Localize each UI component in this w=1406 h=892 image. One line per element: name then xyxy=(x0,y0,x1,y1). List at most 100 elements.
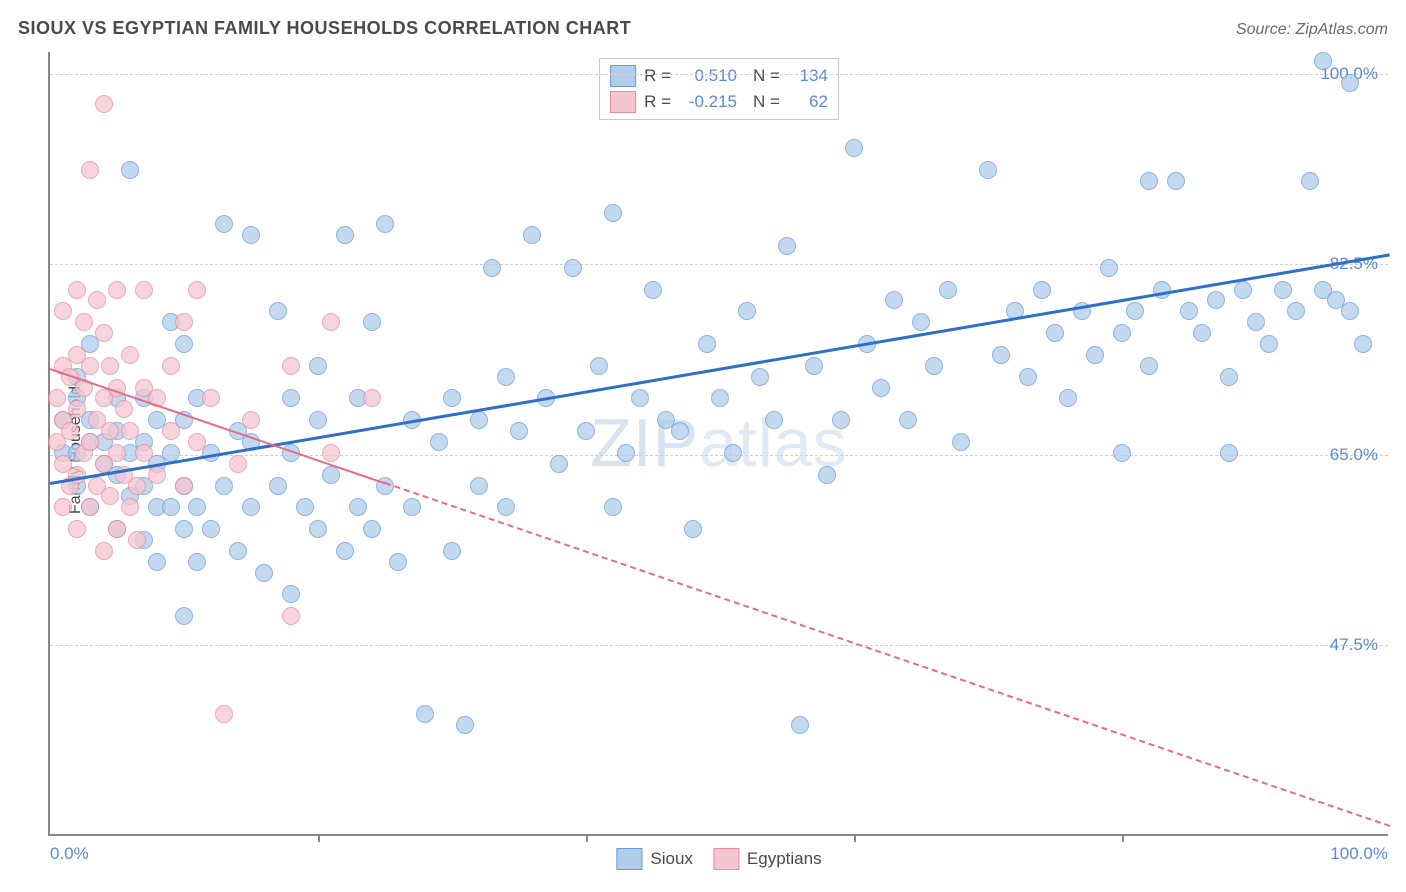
stat-n-value: 62 xyxy=(788,92,828,112)
legend-label: Egyptians xyxy=(747,849,822,869)
data-point xyxy=(175,607,193,625)
data-point xyxy=(202,520,220,538)
data-point xyxy=(1341,302,1359,320)
data-point xyxy=(403,498,421,516)
data-point xyxy=(550,455,568,473)
data-point xyxy=(872,379,890,397)
data-point xyxy=(242,411,260,429)
data-point xyxy=(1260,335,1278,353)
stat-r-value: 0.510 xyxy=(679,66,737,86)
data-point xyxy=(81,498,99,516)
data-point xyxy=(363,520,381,538)
data-point xyxy=(115,400,133,418)
gridline xyxy=(50,645,1388,646)
data-point xyxy=(175,335,193,353)
data-point xyxy=(1059,389,1077,407)
data-point xyxy=(229,542,247,560)
stats-legend: R =0.510N =134R =-0.215N =62 xyxy=(599,58,839,120)
data-point xyxy=(470,411,488,429)
data-point xyxy=(54,498,72,516)
chart-source: Source: ZipAtlas.com xyxy=(1236,21,1388,39)
data-point xyxy=(671,422,689,440)
data-point xyxy=(215,477,233,495)
data-point xyxy=(456,716,474,734)
data-point xyxy=(1033,281,1051,299)
chart-header: SIOUX VS EGYPTIAN FAMILY HOUSEHOLDS CORR… xyxy=(18,18,1388,39)
data-point xyxy=(724,444,742,462)
data-point xyxy=(791,716,809,734)
data-point xyxy=(604,204,622,222)
data-point xyxy=(952,433,970,451)
data-point xyxy=(979,161,997,179)
data-point xyxy=(765,411,783,429)
data-point xyxy=(885,291,903,309)
data-point xyxy=(101,487,119,505)
data-point xyxy=(148,553,166,571)
legend-swatch xyxy=(616,848,642,870)
data-point xyxy=(1341,74,1359,92)
data-point xyxy=(121,161,139,179)
data-point xyxy=(242,226,260,244)
data-point xyxy=(215,215,233,233)
legend-swatch xyxy=(610,65,636,87)
data-point xyxy=(188,433,206,451)
data-point xyxy=(101,422,119,440)
bottom-legend: Sioux Egyptians xyxy=(616,848,821,870)
data-point xyxy=(644,281,662,299)
data-point xyxy=(81,161,99,179)
data-point xyxy=(95,542,113,560)
stat-r-label: R = xyxy=(644,92,671,112)
data-point xyxy=(925,357,943,375)
data-point xyxy=(1247,313,1265,331)
data-point xyxy=(1301,172,1319,190)
data-point xyxy=(363,389,381,407)
data-point xyxy=(95,95,113,113)
data-point xyxy=(188,498,206,516)
data-point xyxy=(805,357,823,375)
data-point xyxy=(430,433,448,451)
stat-r-value: -0.215 xyxy=(679,92,737,112)
y-tick-label: 47.5% xyxy=(1330,635,1378,655)
data-point xyxy=(121,498,139,516)
data-point xyxy=(282,585,300,603)
data-point xyxy=(1354,335,1372,353)
data-point xyxy=(751,368,769,386)
data-point xyxy=(590,357,608,375)
data-point xyxy=(296,498,314,516)
data-point xyxy=(269,477,287,495)
data-point xyxy=(497,498,515,516)
trend-line xyxy=(50,253,1390,485)
legend-label: Sioux xyxy=(650,849,693,869)
y-tick-label: 65.0% xyxy=(1330,445,1378,465)
data-point xyxy=(389,553,407,571)
x-tick xyxy=(1122,834,1124,842)
data-point xyxy=(1140,172,1158,190)
data-point xyxy=(95,324,113,342)
data-point xyxy=(108,444,126,462)
stats-legend-row: R =-0.215N =62 xyxy=(610,89,828,115)
data-point xyxy=(470,477,488,495)
data-point xyxy=(832,411,850,429)
data-point xyxy=(845,139,863,157)
data-point xyxy=(148,466,166,484)
data-point xyxy=(162,422,180,440)
data-point xyxy=(81,357,99,375)
data-point xyxy=(1113,444,1131,462)
data-point xyxy=(738,302,756,320)
data-point xyxy=(322,313,340,331)
x-tick xyxy=(854,834,856,842)
x-axis-min-label: 0.0% xyxy=(50,844,89,864)
data-point xyxy=(363,313,381,331)
gridline xyxy=(50,264,1388,265)
data-point xyxy=(202,389,220,407)
data-point xyxy=(1207,291,1225,309)
chart-title: SIOUX VS EGYPTIAN FAMILY HOUSEHOLDS CORR… xyxy=(18,18,631,39)
data-point xyxy=(54,302,72,320)
data-point xyxy=(255,564,273,582)
data-point xyxy=(1019,368,1037,386)
data-point xyxy=(108,520,126,538)
data-point xyxy=(577,422,595,440)
data-point xyxy=(242,498,260,516)
watermark: ZIPatlas xyxy=(590,404,847,482)
data-point xyxy=(1140,357,1158,375)
